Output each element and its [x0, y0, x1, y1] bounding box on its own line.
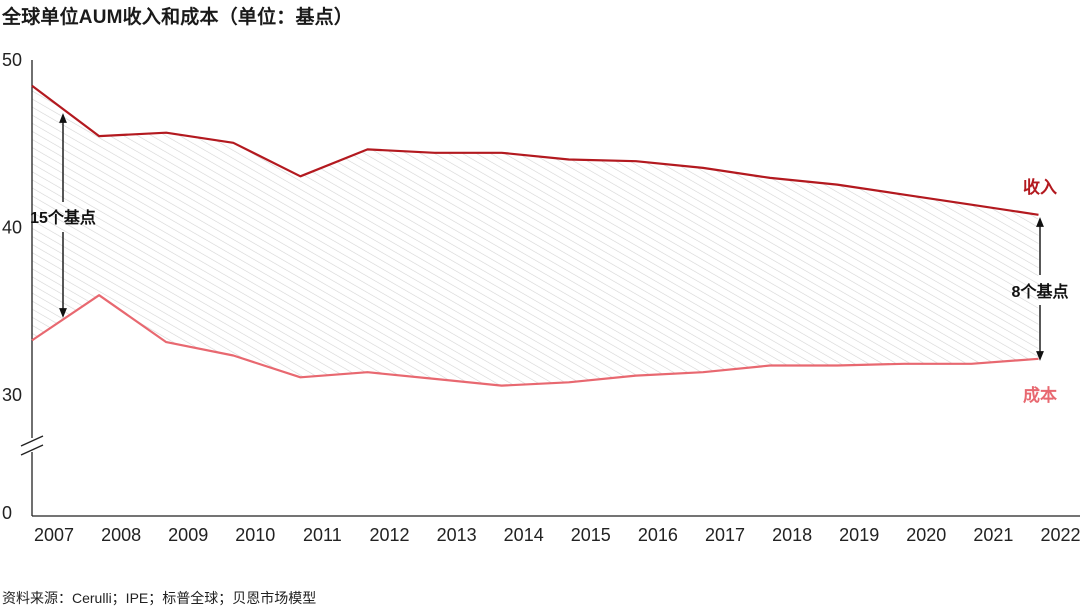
y-tick-label: 30	[2, 385, 22, 405]
series-line-cost	[31, 294, 1039, 387]
x-tick-label: 2017	[705, 525, 745, 545]
series-label-revenue: 收入	[1023, 177, 1057, 197]
x-tick-label: 2007	[34, 525, 74, 545]
annotation-label-left: 15个基点	[30, 208, 96, 227]
x-tick-label: 2016	[638, 525, 678, 545]
x-tick-label: 2022	[1040, 525, 1080, 545]
x-tick-label: 2011	[303, 525, 342, 545]
y-tick-label: 50	[2, 50, 22, 70]
series-line-revenue	[31, 84, 1039, 216]
x-tick-label: 2019	[839, 525, 879, 545]
x-tick-label: 2014	[504, 525, 544, 545]
chart-title: 全球单位AUM收入和成本（单位：基点）	[2, 7, 354, 28]
shaded-gap-area	[32, 85, 1039, 386]
axis-break-mark-1	[20, 435, 44, 447]
x-tick-label: 2015	[571, 525, 611, 545]
x-tick-label: 2018	[772, 525, 812, 545]
axis-break-mark-2	[20, 444, 44, 456]
source-note: 资料来源：Cerulli；IPE；标普全球；贝恩市场模型	[2, 590, 317, 606]
x-tick-label: 2009	[168, 525, 208, 545]
x-tick-label: 2010	[235, 525, 275, 545]
x-tick-label: 2021	[973, 525, 1013, 545]
x-tick-label: 2008	[101, 525, 141, 545]
series-label-cost: 成本	[1023, 385, 1057, 405]
x-tick-label: 2012	[369, 525, 409, 545]
y-tick-label: 0	[2, 503, 12, 523]
y-tick-label: 40	[2, 218, 22, 238]
x-tick-label: 2020	[906, 525, 946, 545]
annotation-label-right: 8个基点	[1012, 282, 1069, 301]
x-tick-label: 2013	[437, 525, 477, 545]
